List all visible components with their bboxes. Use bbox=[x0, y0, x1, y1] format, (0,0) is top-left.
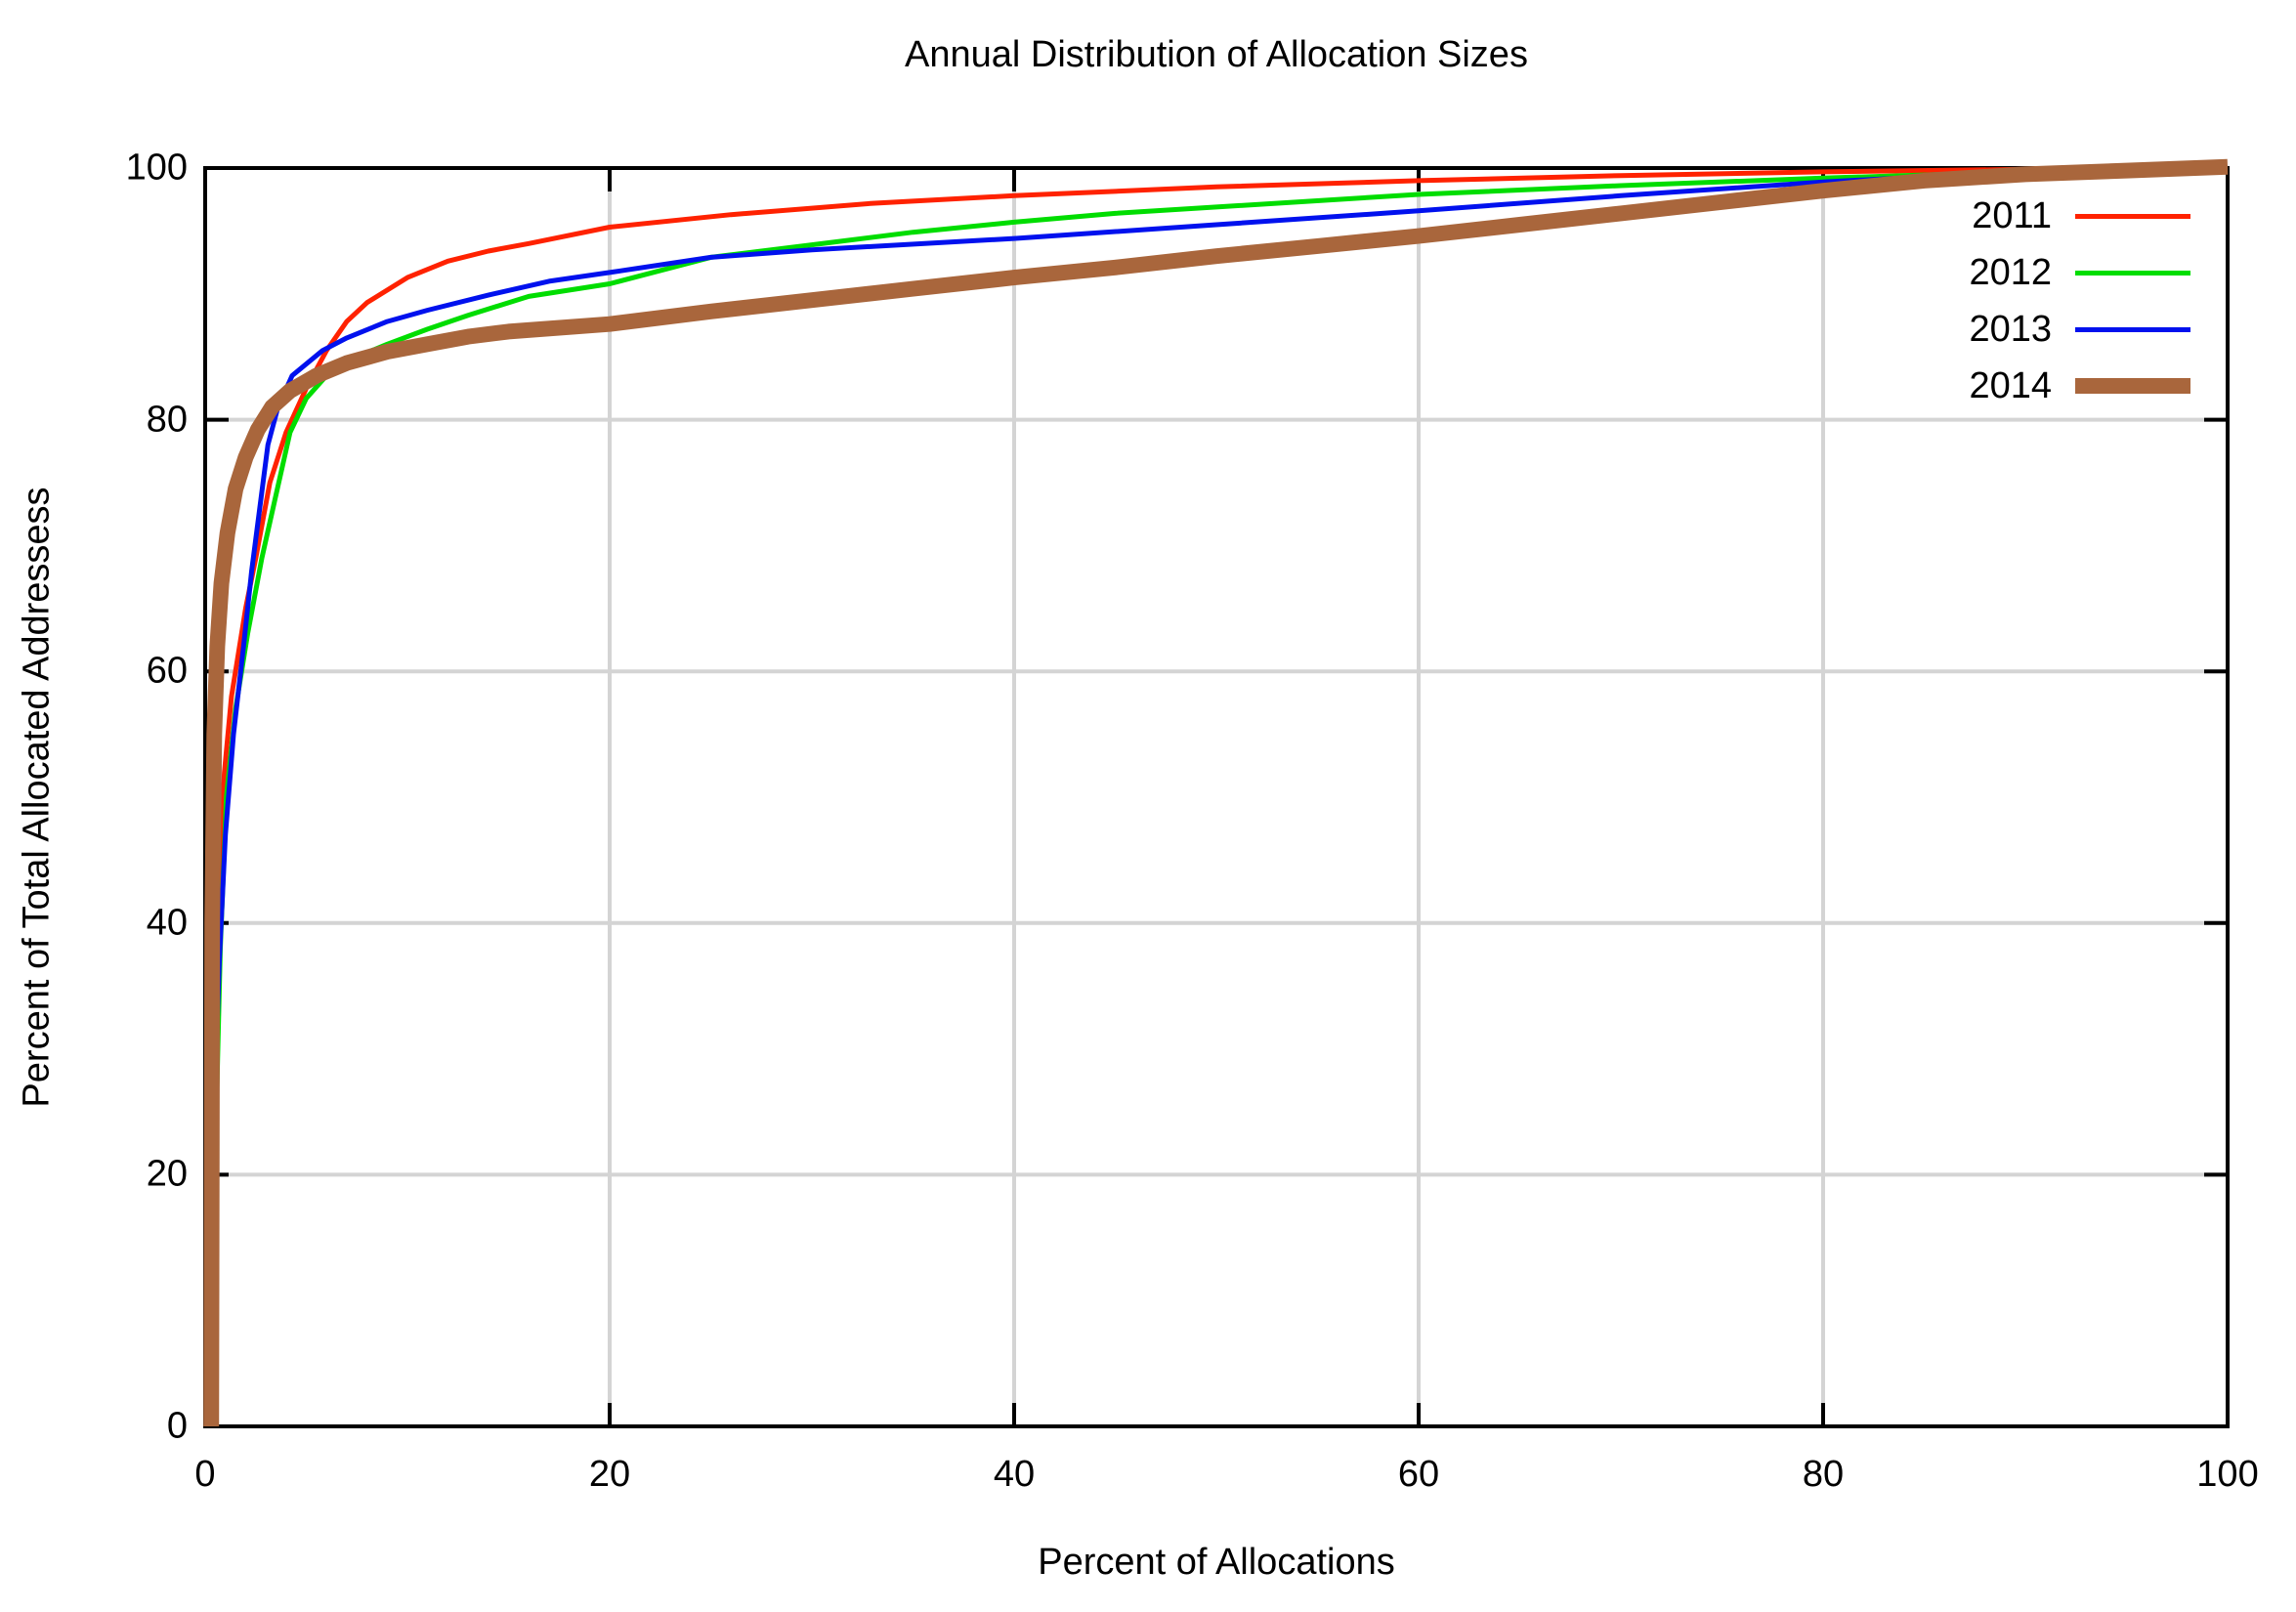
x-axis-title: Percent of Allocations bbox=[1038, 1542, 1395, 1583]
x-tick-label: 0 bbox=[194, 1454, 216, 1495]
legend: 2011 2012 2013 2014 bbox=[1944, 188, 2190, 414]
y-tick-label: 40 bbox=[146, 902, 188, 944]
y-tick-label: 100 bbox=[125, 147, 188, 189]
legend-label: 2014 bbox=[1969, 364, 2052, 406]
series-line-2014 bbox=[203, 158, 2229, 1427]
y-tick-label: 80 bbox=[146, 399, 188, 441]
x-tick-label: 100 bbox=[2196, 1454, 2259, 1495]
legend-label: 2013 bbox=[1969, 308, 2052, 350]
legend-line-sample bbox=[2075, 213, 2190, 219]
y-tick-label: 20 bbox=[146, 1153, 188, 1195]
legend-label: 2012 bbox=[1969, 251, 2052, 293]
series-line-2012 bbox=[211, 165, 2229, 1427]
axis-border bbox=[203, 166, 2230, 1428]
series-line-2013 bbox=[208, 165, 2229, 1427]
y-tick-label: 0 bbox=[166, 1405, 188, 1447]
legend-line-sample bbox=[2075, 270, 2190, 276]
x-tick-label: 20 bbox=[588, 1454, 631, 1495]
legend-line-sample bbox=[2075, 326, 2190, 332]
legend-line-sample bbox=[2075, 378, 2190, 394]
chart-title: Annual Distribution of Allocation Sizes bbox=[905, 34, 1528, 75]
x-tick-label: 60 bbox=[1397, 1454, 1440, 1495]
legend-item-2013: 2013 bbox=[1944, 301, 2190, 358]
series-line-2011 bbox=[209, 165, 2229, 1427]
legend-item-2011: 2011 bbox=[1944, 188, 2190, 244]
legend-item-2014: 2014 bbox=[1944, 358, 2190, 414]
legend-label: 2011 bbox=[1972, 194, 2052, 236]
x-tick-label: 40 bbox=[993, 1454, 1036, 1495]
y-tick-label: 60 bbox=[146, 650, 188, 692]
legend-item-2012: 2012 bbox=[1944, 244, 2190, 301]
x-tick-label: 80 bbox=[1802, 1454, 1845, 1495]
